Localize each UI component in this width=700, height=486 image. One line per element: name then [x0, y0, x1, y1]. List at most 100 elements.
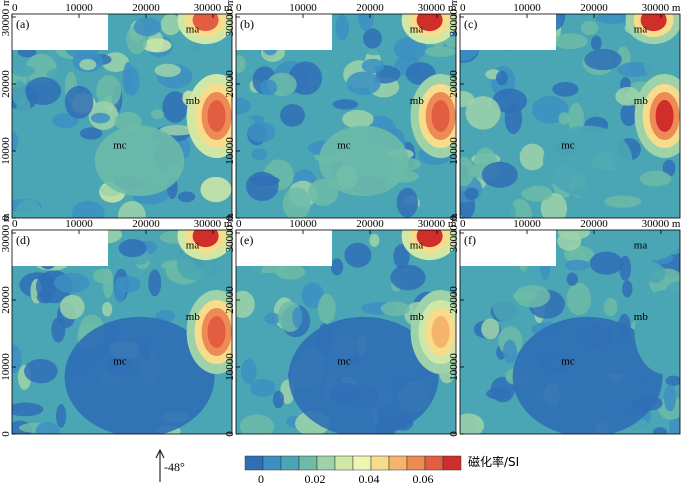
map-field: [460, 14, 680, 218]
field-blob: [24, 358, 58, 384]
field-blob: [495, 200, 516, 218]
y-tick-label: 20000: [224, 70, 236, 98]
panel-label: (e): [240, 233, 253, 247]
field-blob: [12, 344, 22, 374]
y-tick-label: 10000: [0, 353, 12, 381]
field-blob: [148, 269, 162, 297]
y-tick-label: 10000: [448, 353, 460, 381]
y-tick-label: 0: [224, 431, 236, 437]
field-blob: [53, 272, 90, 293]
field-blob: [460, 368, 479, 386]
arrow-head-icon: [155, 448, 165, 459]
y-tick-label: 0: [0, 215, 12, 221]
field-blob: [465, 96, 501, 130]
x-tick-label: 20000: [580, 218, 608, 230]
field-blob: [464, 187, 479, 201]
y-tick-label: 0: [448, 431, 460, 437]
mb-anomaly: [207, 316, 226, 348]
colorbar-swatch: [424, 455, 444, 471]
x-tick-label: 30000 m: [194, 218, 233, 230]
field-blob: [643, 51, 667, 78]
panel-label: (d): [16, 233, 30, 247]
x-tick-label: 10000: [289, 218, 317, 230]
field-blob: [521, 185, 553, 202]
field-blob: [133, 17, 162, 37]
anomaly-label-ma: ma: [186, 239, 200, 251]
field-blob: [507, 399, 521, 413]
anomaly-label-mb: mb: [410, 311, 425, 323]
field-blob: [275, 264, 306, 280]
colorbar-tick-label: 0: [258, 472, 264, 486]
y-tick-label: 0: [448, 215, 460, 221]
field-blob: [236, 290, 255, 318]
field-blob: [160, 14, 181, 36]
ma-anomaly: [640, 14, 667, 32]
field-blob: [301, 282, 324, 309]
field-blob: [249, 378, 276, 397]
field-blob: [604, 195, 642, 208]
direction-label: -48°: [164, 460, 185, 474]
field-blob: [665, 375, 680, 386]
field-blob: [460, 130, 474, 147]
field-blob: [102, 301, 113, 317]
field-blob: [502, 339, 517, 364]
field-blob: [662, 159, 676, 178]
field-blob: [12, 65, 36, 77]
field-blob: [36, 290, 54, 304]
field-blob: [260, 79, 278, 96]
field-blob: [142, 38, 172, 53]
field-blob: [236, 97, 252, 115]
colorbar-title: 磁化率/SI: [468, 454, 519, 469]
field-blob: [622, 280, 633, 298]
field-blob: [645, 263, 666, 284]
field-blob: [552, 82, 579, 97]
field-blob: [346, 71, 381, 96]
x-tick-label: 30000 m: [642, 218, 681, 230]
field-blob: [59, 294, 85, 320]
field-blob: [490, 376, 515, 403]
field-blob: [118, 200, 146, 218]
anomaly-label-ma: ma: [410, 23, 424, 35]
field-blob: [580, 20, 599, 36]
mc-region: [512, 316, 663, 434]
field-blob: [71, 201, 105, 218]
x-tick-label: 20000: [356, 2, 384, 14]
field-blob: [603, 297, 618, 317]
panel-label: (b): [240, 17, 254, 31]
x-tick-label: 0: [236, 218, 242, 230]
field-blob: [342, 109, 374, 129]
anomaly-label-ma: ma: [634, 239, 648, 251]
map-field: [12, 230, 232, 434]
field-blob: [595, 14, 631, 24]
field-blob: [96, 75, 122, 107]
colorbar-swatch: [352, 455, 372, 471]
field-blob: [335, 14, 349, 41]
panel-frame: [459, 229, 681, 435]
field-blob: [393, 244, 410, 269]
mb-anomaly: [655, 100, 674, 132]
field-blob: [566, 282, 592, 316]
field-blob: [317, 293, 336, 324]
field-blob: [79, 58, 97, 71]
no-data-mask: [12, 14, 108, 50]
anomaly-label-mc: mc: [337, 140, 351, 152]
ma-anomaly: [192, 14, 219, 32]
anomaly-label-mc: mc: [561, 356, 575, 368]
field-blob: [16, 183, 43, 204]
mc-region: [542, 125, 633, 197]
y-tick-label: 30000 m: [448, 213, 460, 252]
field-blob: [56, 403, 67, 428]
mc-region: [288, 316, 439, 434]
anomaly-label-mb: mb: [410, 95, 425, 107]
anomaly-label-mc: mc: [113, 356, 127, 368]
field-blob: [16, 97, 31, 120]
mc-region: [318, 125, 409, 197]
mb-anomaly: [207, 100, 226, 132]
field-blob: [272, 390, 284, 409]
field-blob: [424, 46, 456, 57]
field-blob: [504, 102, 523, 135]
field-blob: [566, 272, 578, 286]
